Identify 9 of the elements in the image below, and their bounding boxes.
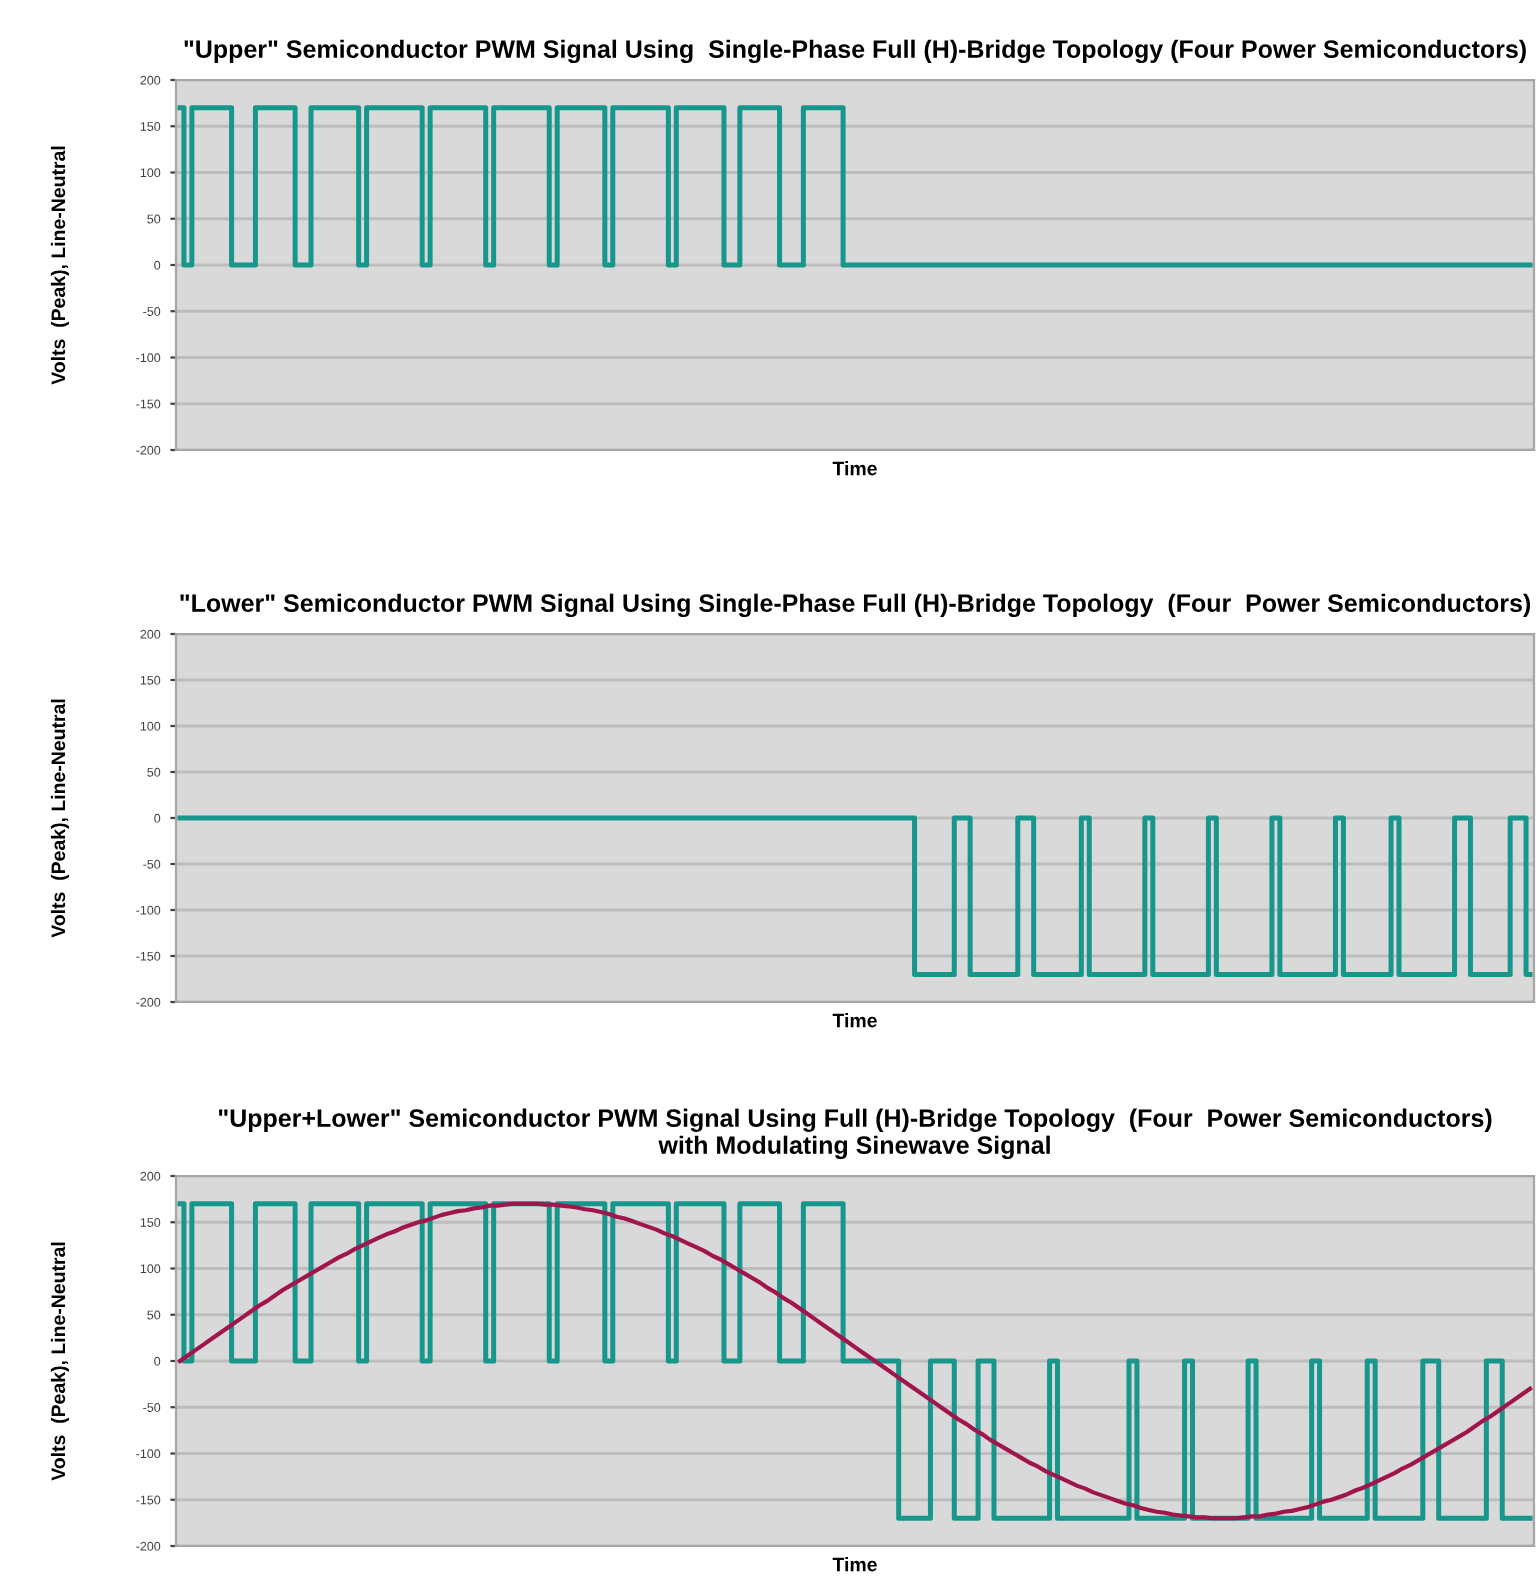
- chart-title: "Lower" Semiconductor PWM Signal Using Single-Phase Full (H)-Bridge Topology (Four Power Semiconductors): [180, 593, 1531, 618]
- x-axis-title: Time: [832, 461, 877, 476]
- chart-title: "Upper+Lower" Semiconductor PWM Signal Using Full (H)-Bridge Topology (Four Power Semiconductors) with Modulating Sinewave Signal: [218, 1108, 1492, 1160]
- x-axis-title: Time: [832, 1013, 877, 1028]
- x-axis-title: Time: [832, 1557, 877, 1572]
- chart-title: "Upper" Semiconductor PWM Signal Using Single-Phase Full (H)-Bridge Topology (Four Power Semiconductors): [184, 39, 1526, 64]
- y-axis-title: Volts (Peak), Line-Neutral: [50, 1242, 70, 1481]
- y-axis-title: Volts (Peak), Line-Neutral: [50, 146, 70, 385]
- y-axis-title: Volts (Peak), Line-Neutral: [50, 699, 70, 938]
